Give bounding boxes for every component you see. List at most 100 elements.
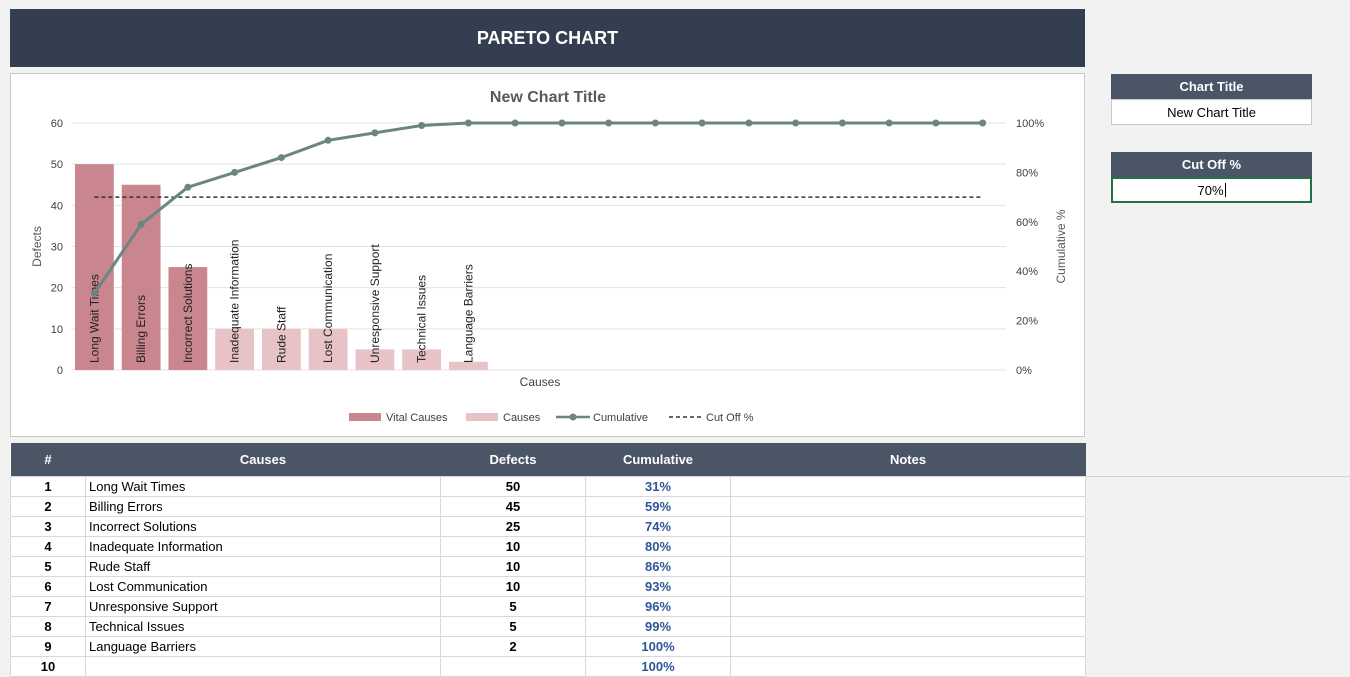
cumulative-point bbox=[885, 119, 893, 127]
cutoff-value: 70% bbox=[1197, 182, 1224, 198]
category-label: Unresponsive Support bbox=[368, 244, 382, 363]
table-row: 1 Long Wait Times 50 31% bbox=[10, 476, 1086, 497]
cumulative-cell[interactable]: 74% bbox=[585, 516, 731, 537]
defects-cell[interactable]: 25 bbox=[440, 516, 586, 537]
cause-cell[interactable]: Technical Issues bbox=[85, 616, 441, 637]
legend-label: Causes bbox=[503, 412, 541, 424]
defects-cell[interactable]: 5 bbox=[440, 596, 586, 617]
page-title-banner: PARETO CHART bbox=[10, 9, 1085, 67]
bar bbox=[355, 349, 395, 370]
header-num[interactable]: # bbox=[10, 443, 86, 477]
text-cursor bbox=[1224, 183, 1226, 197]
defects-cell[interactable]: 10 bbox=[440, 556, 586, 577]
cause-cell[interactable]: Lost Communication bbox=[85, 576, 441, 597]
y2-tick-label: 100% bbox=[1016, 118, 1044, 130]
defects-cell[interactable]: 10 bbox=[440, 576, 586, 597]
row-number[interactable]: 5 bbox=[10, 556, 86, 577]
cumulative-cell[interactable]: 96% bbox=[585, 596, 731, 617]
chart-title: New Chart Title bbox=[490, 89, 606, 106]
row-number[interactable]: 1 bbox=[10, 476, 86, 497]
cumulative-cell[interactable]: 31% bbox=[585, 476, 731, 497]
notes-cell[interactable] bbox=[730, 496, 1086, 517]
notes-cell[interactable] bbox=[730, 476, 1086, 497]
category-label: Billing Errors bbox=[134, 295, 148, 363]
y2-tick-label: 40% bbox=[1016, 266, 1038, 278]
y-tick-label: 60 bbox=[51, 118, 63, 130]
cumulative-cell[interactable]: 80% bbox=[585, 536, 731, 557]
notes-cell[interactable] bbox=[730, 656, 1086, 677]
category-label: Rude Staff bbox=[274, 306, 288, 363]
legend-label: Vital Causes bbox=[386, 412, 448, 424]
cumulative-point bbox=[605, 119, 613, 127]
row-number[interactable]: 6 bbox=[10, 576, 86, 597]
cumulative-cell[interactable]: 93% bbox=[585, 576, 731, 597]
y2-tick-label: 0% bbox=[1016, 365, 1032, 377]
defects-cell[interactable]: 5 bbox=[440, 616, 586, 637]
defects-cell[interactable]: 10 bbox=[440, 536, 586, 557]
defects-cell[interactable]: 50 bbox=[440, 476, 586, 497]
notes-cell[interactable] bbox=[730, 536, 1086, 557]
cause-cell[interactable]: Incorrect Solutions bbox=[85, 516, 441, 537]
header-cumulative[interactable]: Cumulative bbox=[585, 443, 731, 477]
cause-cell[interactable]: Billing Errors bbox=[85, 496, 441, 517]
notes-cell[interactable] bbox=[730, 576, 1086, 597]
cumulative-cell[interactable]: 59% bbox=[585, 496, 731, 517]
cause-cell[interactable]: Long Wait Times bbox=[85, 476, 441, 497]
row-number[interactable]: 3 bbox=[10, 516, 86, 537]
row-number[interactable]: 10 bbox=[10, 656, 86, 677]
notes-cell[interactable] bbox=[730, 616, 1086, 637]
cumulative-point bbox=[932, 119, 940, 127]
cause-cell[interactable] bbox=[85, 656, 441, 677]
cumulative-cell[interactable]: 100% bbox=[585, 656, 731, 677]
cause-cell[interactable]: Inadequate Information bbox=[85, 536, 441, 557]
row-number[interactable]: 7 bbox=[10, 596, 86, 617]
cumulative-point bbox=[651, 119, 659, 127]
y-tick-label: 10 bbox=[51, 324, 63, 336]
chart-title-label: Chart Title bbox=[1111, 74, 1312, 99]
cumulative-cell[interactable]: 86% bbox=[585, 556, 731, 577]
notes-cell[interactable] bbox=[730, 596, 1086, 617]
header-defects[interactable]: Defects bbox=[440, 443, 586, 477]
cumulative-point bbox=[558, 119, 566, 127]
defects-cell[interactable]: 2 bbox=[440, 636, 586, 657]
table-row: 7 Unresponsive Support 5 96% bbox=[10, 596, 1086, 617]
cause-cell[interactable]: Unresponsive Support bbox=[85, 596, 441, 617]
legend-marker bbox=[569, 413, 577, 421]
y-tick-label: 0 bbox=[57, 365, 63, 377]
header-notes[interactable]: Notes bbox=[730, 443, 1086, 477]
defects-cell[interactable]: 45 bbox=[440, 496, 586, 517]
notes-cell[interactable] bbox=[730, 556, 1086, 577]
cause-cell[interactable]: Language Barriers bbox=[85, 636, 441, 657]
page-title: PARETO CHART bbox=[476, 27, 619, 48]
chart-canvas: New Chart Title 0 10 20 30 40 50 60 0% 20% 40% 60% 8… bbox=[30, 89, 1068, 424]
cumulative-cell[interactable]: 100% bbox=[585, 636, 731, 657]
chart-title-input[interactable]: New Chart Title bbox=[1111, 99, 1312, 125]
cutoff-label: Cut Off % bbox=[1111, 152, 1312, 177]
row-number[interactable]: 9 bbox=[10, 636, 86, 657]
cumulative-point bbox=[698, 119, 706, 127]
defects-cell[interactable] bbox=[440, 656, 586, 677]
row-number[interactable]: 8 bbox=[10, 616, 86, 637]
cumulative-point bbox=[324, 136, 332, 144]
category-label: Technical Issues bbox=[415, 275, 429, 363]
x-axis-label: Causes bbox=[520, 375, 561, 389]
cutoff-input[interactable]: 70% bbox=[1111, 177, 1312, 203]
cumulative-cell[interactable]: 99% bbox=[585, 616, 731, 637]
header-causes[interactable]: Causes bbox=[85, 443, 441, 477]
y-tick-label: 40 bbox=[51, 200, 63, 212]
row-number[interactable]: 4 bbox=[10, 536, 86, 557]
pareto-chart[interactable]: New Chart Title 0 10 20 30 40 50 60 0% 20% 40% 60% 8… bbox=[10, 73, 1085, 437]
bar bbox=[402, 349, 442, 370]
bar bbox=[261, 328, 301, 370]
notes-cell[interactable] bbox=[730, 516, 1086, 537]
bar bbox=[308, 328, 348, 370]
table-row: 9 Language Barriers 2 100% bbox=[10, 636, 1086, 657]
cumulative-point bbox=[418, 121, 426, 129]
y-axis-label: Defects bbox=[30, 226, 44, 267]
bar bbox=[168, 267, 208, 370]
table-row: 5 Rude Staff 10 86% bbox=[10, 556, 1086, 577]
notes-cell[interactable] bbox=[730, 636, 1086, 657]
legend-swatch bbox=[466, 413, 498, 421]
cause-cell[interactable]: Rude Staff bbox=[85, 556, 441, 577]
row-number[interactable]: 2 bbox=[10, 496, 86, 517]
